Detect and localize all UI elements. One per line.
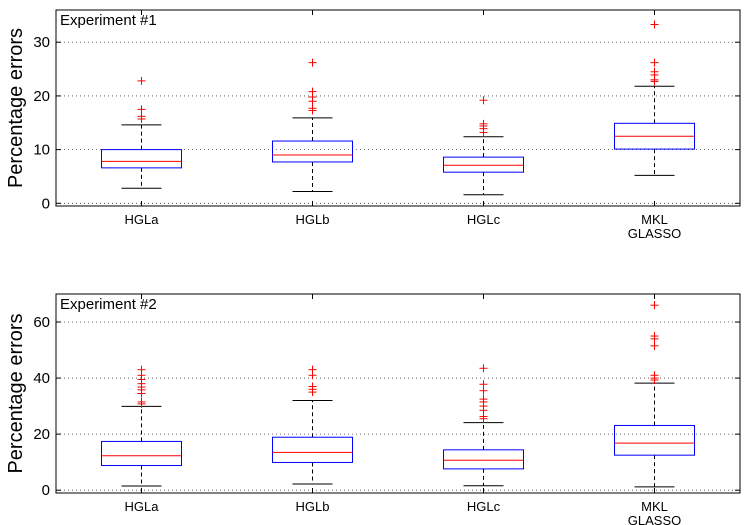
box-mkl <box>614 301 695 488</box>
box-iqr <box>101 440 182 467</box>
outlier-marker <box>137 76 146 85</box>
box-mkl <box>614 20 695 176</box>
y-axis-label: Percentage errors <box>5 313 27 473</box>
box-iqr <box>443 156 524 173</box>
outlier-marker <box>308 87 317 96</box>
box-hgla <box>101 76 182 189</box>
x-category-label: MKL <box>641 212 668 227</box>
plot-frame <box>55 9 741 207</box>
box-hglc <box>443 96 524 196</box>
outlier-marker <box>650 332 659 341</box>
box-iqr <box>272 436 353 463</box>
outlier-marker <box>479 380 488 389</box>
x-category-label: MKL <box>641 499 668 514</box>
box-iqr <box>614 424 695 456</box>
outlier-marker <box>479 96 488 105</box>
outlier-marker <box>650 371 659 380</box>
outlier-marker <box>650 301 659 310</box>
x-category-label: HGLa <box>125 499 160 514</box>
x-category-label: HGLc <box>467 499 501 514</box>
x-category-label-line2: GLASSO <box>628 513 681 525</box>
panel-title: Experiment #2 <box>60 296 157 313</box>
y-tick-label: 10 <box>33 142 50 159</box>
y-tick-label: 20 <box>33 88 50 105</box>
x-category-label: HGLa <box>125 212 160 227</box>
box-hglb <box>272 365 353 485</box>
x-category-label: HGLb <box>296 212 330 227</box>
outlier-marker <box>137 397 146 406</box>
outlier-marker <box>137 105 146 114</box>
box-iqr <box>272 140 353 163</box>
y-axis-label: Percentage errors <box>5 28 27 188</box>
box-hglb <box>272 58 353 193</box>
outlier-marker <box>479 119 488 128</box>
x-category-label-line2: GLASSO <box>628 226 681 241</box>
box-hgla <box>101 365 182 487</box>
y-tick-label: 60 <box>33 314 50 331</box>
outlier-marker <box>650 20 659 29</box>
box-iqr <box>443 449 524 470</box>
plot-frame <box>55 293 741 494</box>
outlier-marker <box>308 58 317 67</box>
y-tick-label: 20 <box>33 426 50 443</box>
outlier-marker <box>479 364 488 373</box>
y-tick-label: 0 <box>42 482 50 499</box>
outlier-marker <box>137 365 146 374</box>
y-tick-label: 40 <box>33 370 50 387</box>
y-tick-label: 30 <box>33 34 50 51</box>
outlier-marker <box>479 395 488 404</box>
box-hglc <box>443 364 524 487</box>
x-category-label: HGLc <box>467 212 501 227</box>
outlier-marker <box>308 382 317 391</box>
panel-title: Experiment #1 <box>60 12 157 29</box>
outlier-marker <box>650 58 659 67</box>
outlier-marker <box>650 341 659 350</box>
outlier-marker <box>308 365 317 374</box>
outlier-marker <box>650 67 659 76</box>
outlier-marker <box>308 104 317 113</box>
outlier-marker <box>137 112 146 121</box>
box-iqr <box>101 149 182 169</box>
y-tick-label: 0 <box>42 195 50 212</box>
x-category-label: HGLb <box>296 499 330 514</box>
